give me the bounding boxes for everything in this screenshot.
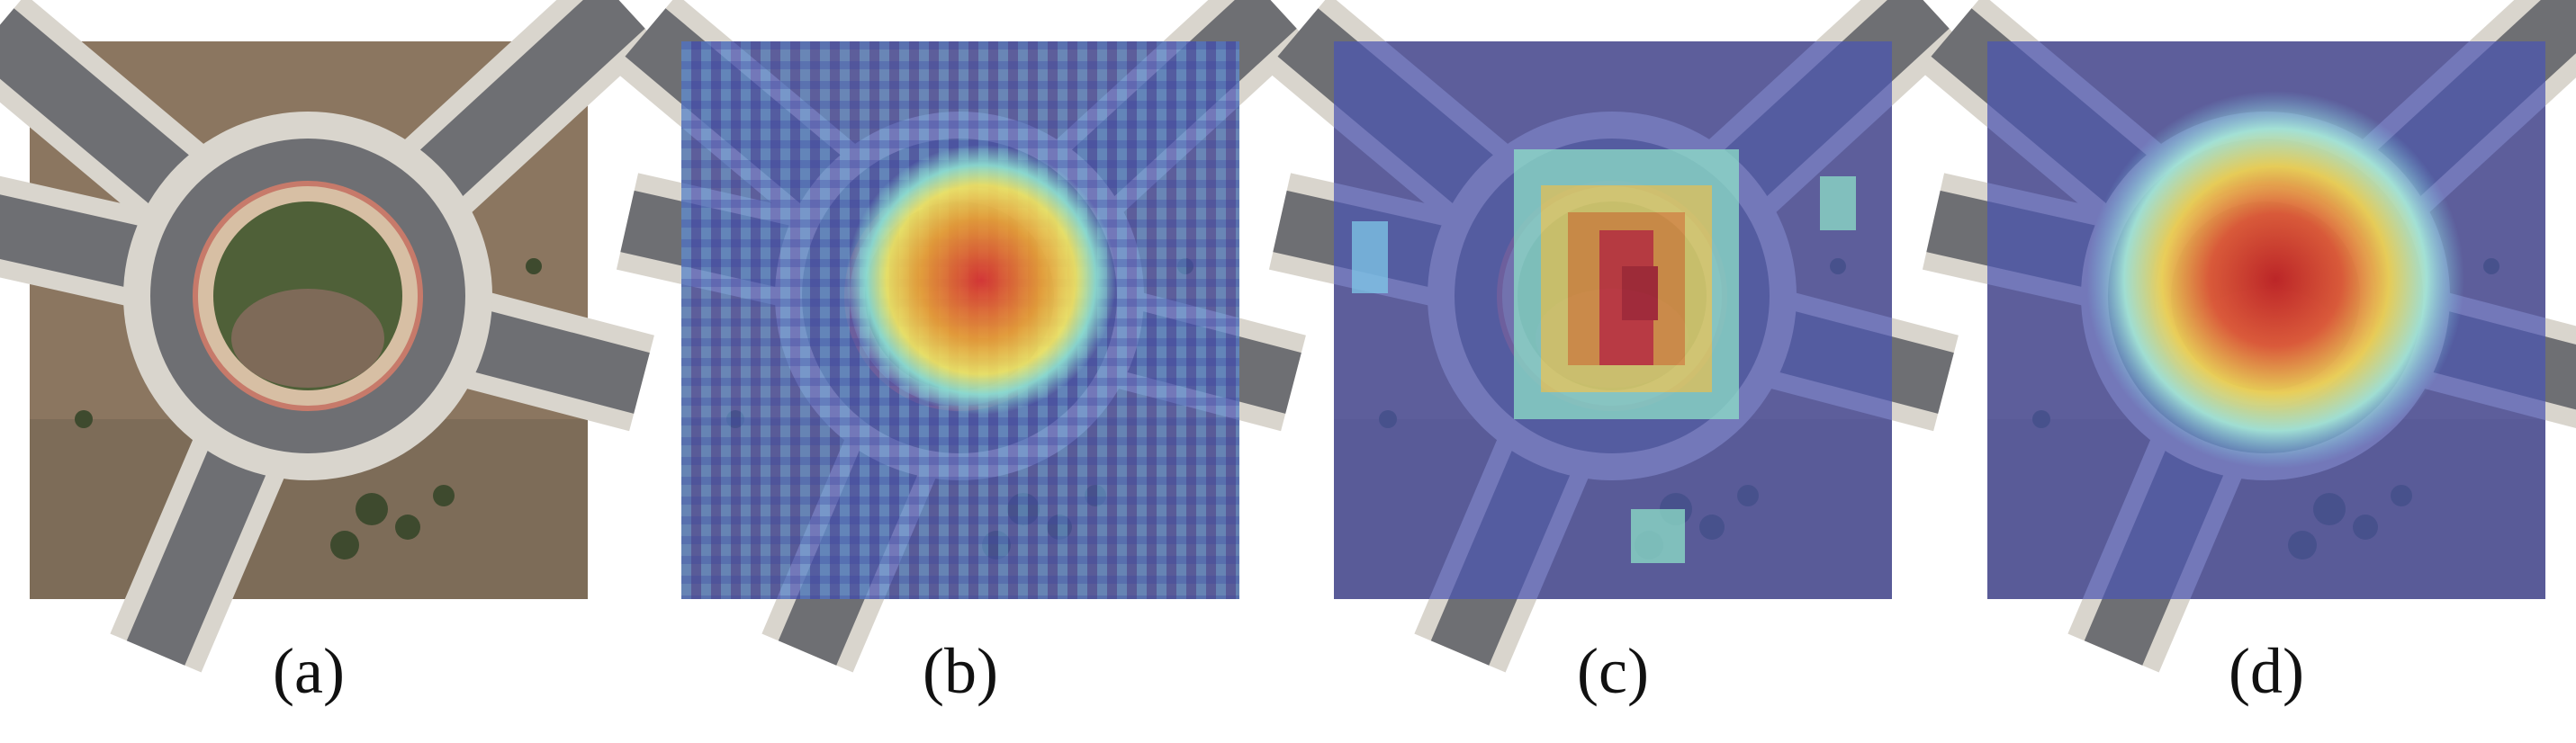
panel-c-image	[1280, 5, 1946, 653]
panel-d-image	[1933, 5, 2576, 653]
panel-label: (a)	[273, 635, 345, 707]
panel-label: (b)	[923, 635, 998, 707]
panel-a-image	[0, 5, 642, 653]
panel-b-image	[627, 5, 1293, 653]
panel-label: (c)	[1577, 635, 1649, 707]
panel-label: (d)	[2229, 635, 2304, 707]
